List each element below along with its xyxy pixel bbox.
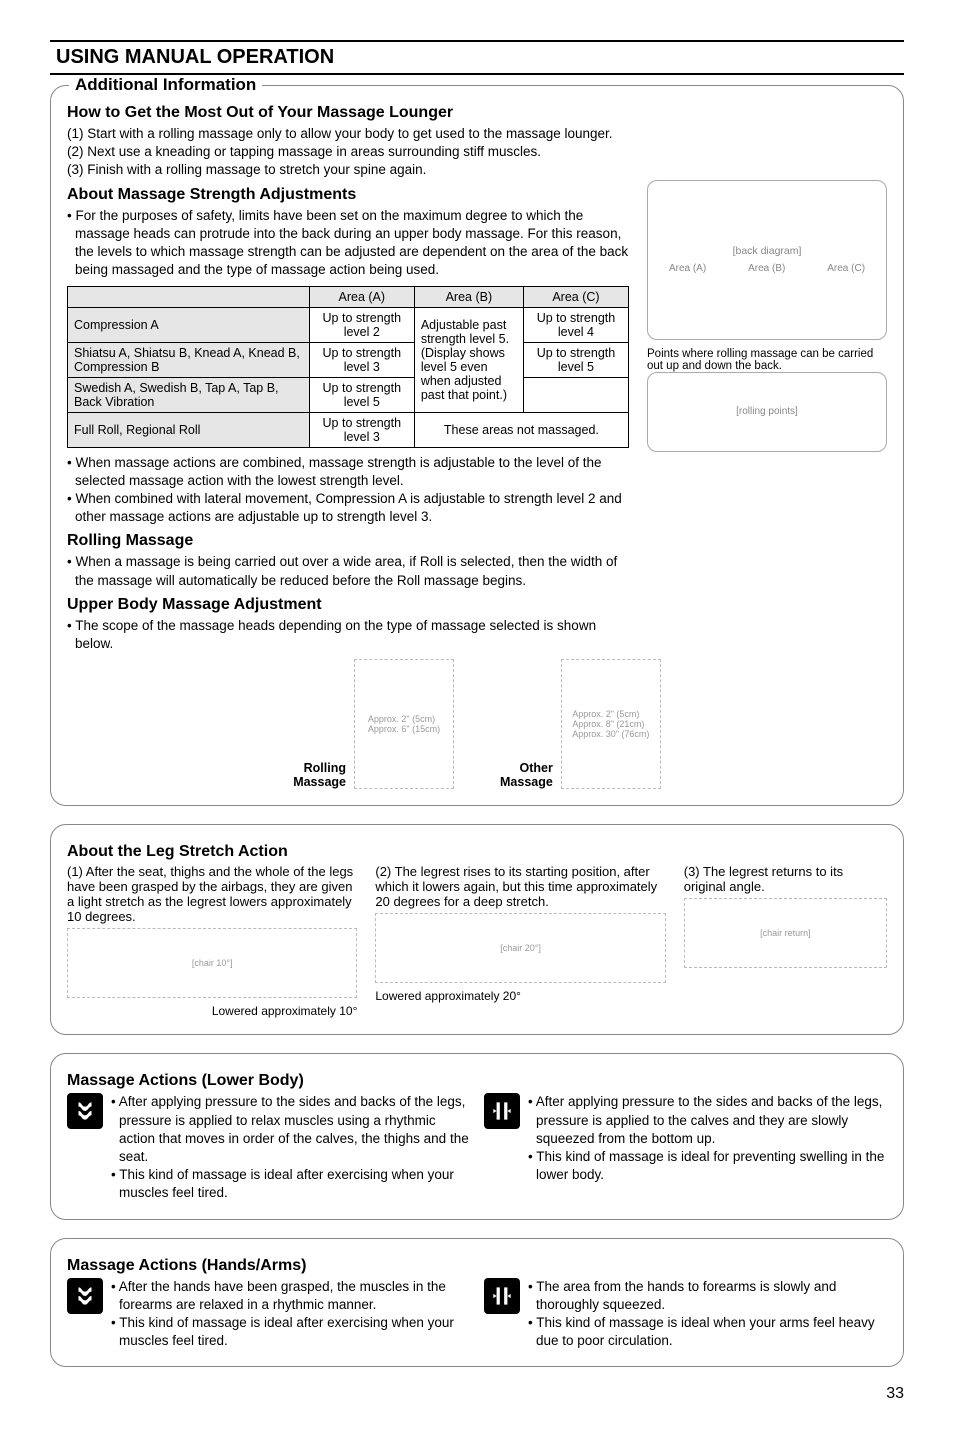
strength-notes: • When massage actions are combined, mas… [67, 454, 629, 527]
other-massage-label: Other Massage [500, 761, 553, 789]
heading-rolling: Rolling Massage [67, 532, 629, 550]
section-legend: Additional Information [69, 75, 262, 95]
rolling-figure: Approx. 2" (5cm)Approx. 6" (15cm) [354, 659, 454, 789]
th-area-b: Area (B) [414, 286, 523, 307]
th-area-a: Area (A) [309, 286, 414, 307]
leg-step-2: (2) The legrest rises to its starting po… [375, 864, 665, 1018]
most-out-list: (1) Start with a rolling massage only to… [67, 125, 887, 180]
th-area-c: Area (C) [523, 286, 628, 307]
page-title: USING MANUAL OPERATION [50, 40, 904, 75]
page-number: 33 [50, 1385, 904, 1403]
side-diagrams: [back diagram] Area (A) Area (B) Area (C… [647, 180, 887, 654]
additional-info-box: Additional Information How to Get the Mo… [50, 85, 904, 806]
note: • When massage actions are combined, mas… [75, 454, 629, 490]
arms-right: • The area from the hands to forearms is… [484, 1278, 887, 1351]
row-name: Full Roll, Regional Roll [68, 412, 310, 447]
leg-step-1: (1) After the seat, thighs and the whole… [67, 864, 357, 1018]
label-area-a: Area (A) [669, 263, 706, 274]
caption: Lowered approximately 20° [375, 989, 665, 1003]
hands-arms-box: Massage Actions (Hands/Arms) • After the… [50, 1238, 904, 1368]
strength-table: Area (A) Area (B) Area (C) Compression A… [67, 286, 629, 448]
legrest-figure-20: [chair 20°] [375, 913, 665, 983]
leg-step-3: (3) The legrest returns to its original … [684, 864, 887, 1018]
upper-text: • The scope of the massage heads dependi… [67, 617, 629, 653]
heading-upper: Upper Body Massage Adjustment [67, 596, 629, 614]
squeeze-icon [484, 1278, 520, 1314]
rolling-text: • When a massage is being carried out ov… [67, 553, 629, 589]
row-name: Shiatsu A, Shiatsu B, Knead A, Knead B, … [68, 342, 310, 377]
lower-right: • After applying pressure to the sides a… [484, 1093, 887, 1202]
rolling-points-diagram: [rolling points] [647, 372, 887, 452]
rolling-massage-label: Rolling Massage [293, 761, 346, 789]
lower-left: • After applying pressure to the sides a… [67, 1093, 470, 1202]
cell: Up to strength level 5 [523, 342, 628, 377]
list-item: (1) Start with a rolling massage only to… [67, 125, 887, 143]
legrest-figure-return: [chair return] [684, 898, 887, 968]
cell: These areas not massaged. [414, 412, 628, 447]
row-name: Compression A [68, 307, 310, 342]
list-item: (2) Next use a kneading or tapping massa… [67, 143, 887, 161]
caption: Lowered approximately 10° [67, 1004, 357, 1018]
other-figure: Approx. 2" (5cm)Approx. 8" (21cm)Approx.… [561, 659, 661, 789]
heading-lower-body: Massage Actions (Lower Body) [67, 1072, 887, 1090]
lower-body-box: Massage Actions (Lower Body) • After app… [50, 1053, 904, 1219]
heading-hands-arms: Massage Actions (Hands/Arms) [67, 1257, 887, 1275]
points-text: Points where rolling massage can be carr… [647, 348, 887, 372]
note: • When combined with lateral movement, C… [75, 490, 629, 526]
massage-scope-figures: Rolling Massage Approx. 2" (5cm)Approx. … [67, 659, 887, 789]
row-name: Swedish A, Swedish B, Tap A, Tap B, Back… [68, 377, 310, 412]
cell: Up to strength level 2 [309, 307, 414, 342]
arms-left: • After the hands have been grasped, the… [67, 1278, 470, 1351]
cell: Up to strength level 4 [523, 307, 628, 342]
cell: Up to strength level 5 [309, 377, 414, 412]
label-area-c: Area (C) [827, 263, 865, 274]
cell-b-merged: Adjustable past strength level 5. (Displ… [414, 307, 523, 412]
leg-stretch-steps: (1) After the seat, thighs and the whole… [67, 864, 887, 1018]
label-area-b: Area (B) [748, 263, 785, 274]
th-blank [68, 286, 310, 307]
leg-stretch-box: About the Leg Stretch Action (1) After t… [50, 824, 904, 1035]
back-areas-diagram: [back diagram] Area (A) Area (B) Area (C… [647, 180, 887, 340]
legrest-figure-10: [chair 10°] [67, 928, 357, 998]
cell-empty [523, 377, 628, 412]
knead-icon [67, 1093, 103, 1129]
knead-icon [67, 1278, 103, 1314]
cell: Up to strength level 3 [309, 412, 414, 447]
heading-strength: About Massage Strength Adjustments [67, 186, 629, 204]
cell: Up to strength level 3 [309, 342, 414, 377]
squeeze-icon [484, 1093, 520, 1129]
strength-intro: • For the purposes of safety, limits hav… [67, 207, 629, 280]
list-item: (3) Finish with a rolling massage to str… [67, 161, 887, 179]
heading-leg-stretch: About the Leg Stretch Action [67, 843, 887, 861]
heading-most-out: How to Get the Most Out of Your Massage … [67, 104, 887, 122]
